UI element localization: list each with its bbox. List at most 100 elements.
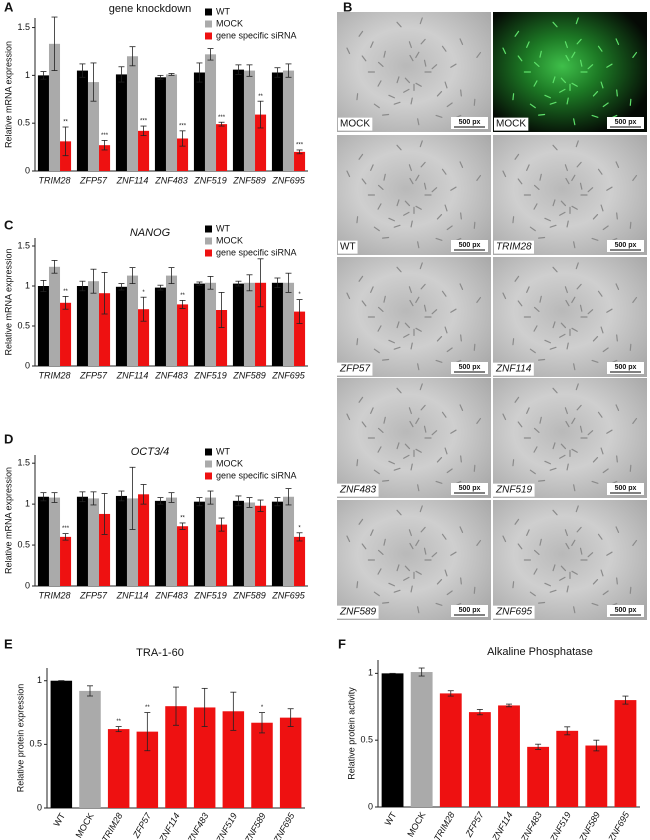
error-bar (140, 296, 147, 322)
cell (358, 518, 364, 525)
legend-label: WT (216, 446, 230, 456)
cell (512, 338, 515, 346)
error-bar (40, 279, 47, 293)
cell (559, 333, 566, 338)
bar (439, 693, 462, 807)
error-bar (218, 291, 225, 329)
significance: ** (258, 94, 263, 100)
cell (575, 17, 579, 25)
cell (436, 90, 443, 97)
bar (193, 707, 216, 808)
x-tick-label: ZNF483 (154, 175, 188, 185)
cell (383, 416, 386, 424)
cell (552, 564, 556, 572)
x-tick-label: ZNF519 (193, 175, 227, 185)
cell (552, 266, 558, 273)
cell (396, 442, 400, 450)
bar (165, 706, 187, 808)
bar (138, 494, 150, 586)
cell (602, 590, 609, 596)
cell (533, 549, 540, 556)
cell (382, 358, 390, 361)
cell (373, 591, 380, 597)
error-bar (622, 695, 629, 705)
scale-box (451, 483, 488, 495)
error-bar (79, 491, 86, 503)
cell (552, 387, 558, 394)
x-tick-label: TRIM28 (38, 370, 70, 380)
cell (346, 535, 351, 543)
scale-label: 500 px (459, 607, 481, 614)
cell (632, 417, 638, 424)
cell (419, 17, 423, 25)
x-tick-label: ZFP57 (130, 810, 153, 840)
scale-label: 500 px (459, 364, 481, 371)
cell (549, 101, 557, 105)
x-tick-label: ZNF114 (116, 370, 149, 380)
cell (571, 296, 576, 304)
bar (48, 43, 61, 171)
cell (441, 533, 447, 540)
scale-label: 500 px (615, 607, 637, 614)
cell (559, 576, 566, 581)
error-bar (90, 62, 97, 102)
cell (632, 539, 638, 546)
cell (559, 211, 566, 216)
bar (498, 705, 520, 807)
error-bar (285, 488, 292, 506)
y-tick-label: 0 (25, 360, 30, 370)
bar (50, 680, 73, 808)
bar (216, 124, 228, 171)
cell (533, 568, 538, 575)
cell (571, 205, 578, 210)
tile-label-bg (493, 483, 535, 497)
cell (587, 552, 594, 558)
cell (404, 322, 411, 329)
error-bar (144, 712, 151, 752)
cell (431, 309, 438, 315)
cell (517, 421, 523, 428)
cell (382, 236, 390, 239)
cell (415, 327, 422, 332)
cell (564, 529, 568, 537)
cell (579, 547, 583, 555)
y-tick-label: 0 (368, 801, 373, 811)
x-tick-label: ZNF114 (116, 590, 149, 600)
cell (571, 51, 576, 59)
cell (396, 144, 402, 151)
cell (388, 582, 396, 587)
tile-label: MOCK (340, 119, 370, 130)
tile-label: ZNF483 (339, 485, 377, 496)
cell (526, 164, 530, 171)
tile-label-bg (338, 117, 373, 131)
cell (415, 296, 420, 304)
cell (573, 484, 576, 492)
cell (533, 325, 538, 332)
significance: ** (63, 120, 68, 126)
cell (560, 200, 567, 207)
scale-box (607, 117, 644, 129)
cell (606, 429, 613, 434)
bar (282, 70, 295, 171)
cell (502, 47, 507, 55)
bar (177, 138, 189, 171)
cell (597, 168, 603, 175)
scale-box (607, 362, 644, 374)
cell (420, 38, 426, 45)
legend-label: MOCK (216, 235, 243, 245)
cell (346, 413, 351, 421)
tile-label: ZFP57 (339, 364, 370, 375)
y-tick-label: 0 (37, 802, 42, 812)
cell (600, 81, 604, 89)
bar (154, 500, 166, 586)
x-tick-label: MOCK (405, 810, 427, 838)
cell (552, 76, 556, 84)
cell (597, 45, 603, 52)
cell (441, 168, 447, 175)
significance: *** (179, 123, 187, 129)
cell (460, 334, 462, 342)
significance: *** (218, 115, 226, 121)
bar (243, 70, 256, 171)
y-tick-label: 1.5 (17, 458, 30, 468)
cell (573, 363, 576, 371)
